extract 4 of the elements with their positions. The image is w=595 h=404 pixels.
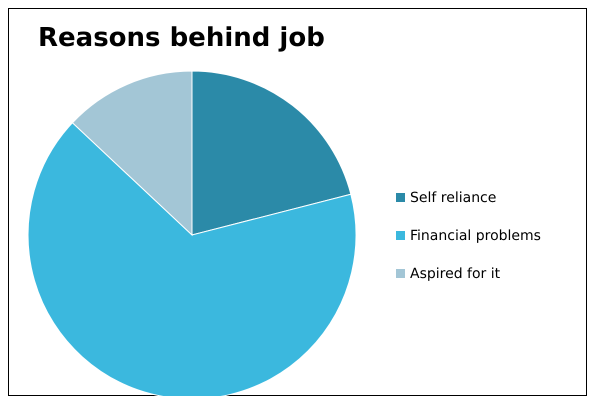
legend-label: Financial problems [410,228,541,244]
chart-title: Reasons behind job [38,23,325,53]
legend-label: Aspired for it [410,266,501,282]
legend-label: Self reliance [410,190,496,206]
